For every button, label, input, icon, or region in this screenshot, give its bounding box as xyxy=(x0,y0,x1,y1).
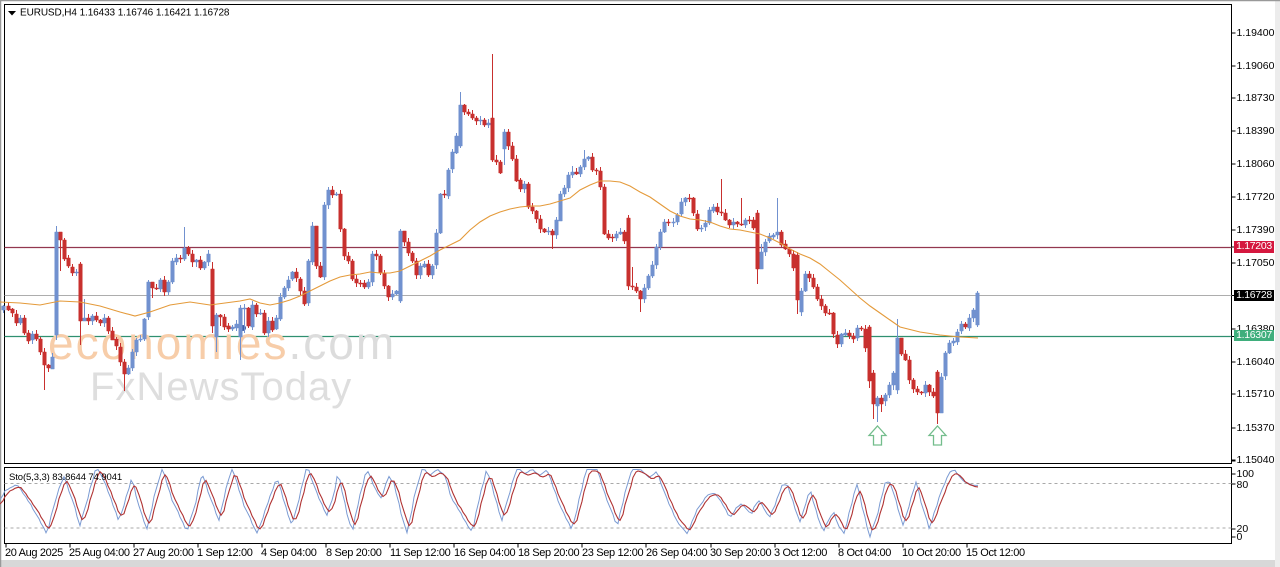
svg-text:economies.com: economies.com xyxy=(48,317,396,369)
svg-text:Sto(5,3,3) 83.8644 74.9041: Sto(5,3,3) 83.8644 74.9041 xyxy=(9,472,122,483)
svg-text:EURUSD,H4 1.16433 1.16746 1.1: EURUSD,H4 1.16433 1.16746 1.16421 1.1672… xyxy=(20,8,230,19)
svg-text:FxNewsToday: FxNewsToday xyxy=(90,365,352,409)
